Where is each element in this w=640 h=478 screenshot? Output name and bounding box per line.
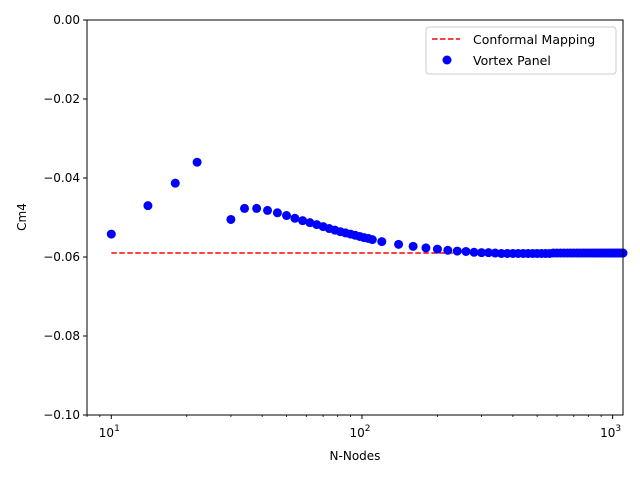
data-point-vortex-panel (290, 213, 300, 223)
y-tick-label: −0.02 (43, 92, 80, 106)
data-point-vortex-panel (263, 205, 273, 215)
data-point-vortex-panel (394, 239, 404, 249)
legend-swatch-vortex-panel (442, 55, 452, 65)
data-point-vortex-panel (282, 211, 292, 221)
y-axis-ticks: 0.00 −0.02 −0.04 −0.06 −0.08 −0.10 (43, 13, 87, 422)
data-point-vortex-panel (298, 216, 308, 226)
legend-label-vortex-panel: Vortex Panel (473, 53, 551, 68)
data-point-vortex-panel (477, 248, 487, 258)
data-point-vortex-panel (377, 237, 387, 247)
legend-frame (425, 26, 617, 75)
y-tick-label: −0.10 (43, 408, 80, 422)
x-tick-exponent: 2 (365, 424, 371, 434)
x-tick-exponent: 3 (615, 424, 621, 434)
legend-label-conformal-mapping: Conformal Mapping (473, 32, 595, 47)
y-axis-label: Cm4 (15, 203, 29, 231)
y-tick-label: 0.00 (53, 13, 80, 27)
data-point-vortex-panel (252, 203, 262, 213)
data-point-vortex-panel (421, 243, 431, 253)
data-point-vortex-panel (452, 246, 462, 256)
data-point-vortex-panel (272, 208, 282, 218)
data-point-vortex-panel (170, 178, 180, 188)
data-point-vortex-panel (226, 214, 236, 224)
data-point-vortex-panel (143, 201, 153, 211)
plot-frame (86, 19, 624, 416)
data-point-vortex-panel (408, 241, 418, 251)
series-layer (106, 157, 628, 258)
data-point-vortex-panel (192, 157, 202, 167)
legend: Conformal Mapping Vortex Panel (425, 26, 617, 75)
y-tick-label: −0.04 (43, 171, 80, 185)
y-tick-label: −0.06 (43, 250, 80, 264)
data-point-vortex-panel (469, 247, 479, 257)
data-point-vortex-panel (240, 203, 250, 213)
data-point-vortex-panel (484, 248, 494, 258)
data-point-vortex-panel (305, 218, 315, 228)
data-point-vortex-panel (367, 235, 377, 245)
x-axis-label: N-Nodes (330, 449, 381, 463)
data-point-vortex-panel (106, 229, 116, 239)
x-tick-exponent: 1 (114, 424, 120, 434)
data-point-vortex-panel (443, 245, 453, 255)
data-point-vortex-panel (432, 244, 442, 254)
y-tick-label: −0.08 (43, 329, 80, 343)
data-point-vortex-panel (461, 246, 471, 256)
